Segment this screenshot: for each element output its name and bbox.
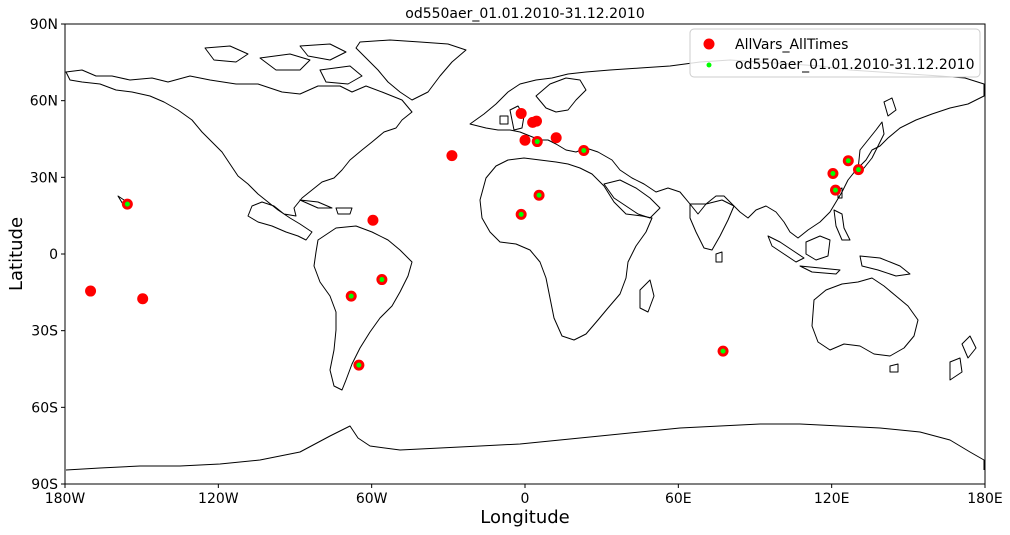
point-allvars (515, 107, 527, 119)
point-od550aer (856, 167, 861, 173)
point-od550aer (830, 171, 836, 176)
y-tick-label: 90N (30, 17, 58, 33)
point-allvars (85, 285, 97, 297)
y-axis-label: Latitude (6, 217, 27, 291)
y-tick-label: 0 (49, 247, 58, 263)
point-od550aer (534, 139, 540, 145)
point-od550aer (356, 362, 362, 368)
point-od550aer (833, 187, 838, 193)
point-od550aer (845, 158, 851, 164)
point-allvars (446, 150, 458, 162)
y-tick-label: 90S (31, 477, 58, 493)
x-tick-label: 180E (967, 491, 1003, 507)
y-tick-label: 60S (31, 400, 58, 416)
point-od550aer (581, 148, 587, 153)
x-tick-label: 180W (45, 491, 86, 507)
y-axis-ticks: 90N 60N 30N 0 30S 60S 90S (30, 17, 65, 493)
x-tick-label: 0 (521, 491, 530, 507)
point-od550aer (720, 348, 726, 354)
x-tick-label: 60E (665, 491, 692, 507)
x-axis-ticks: 180W 120W 60W 0 60E 120E 180E (45, 484, 1003, 507)
legend: AllVars_AllTimes od550aer_01.01.2010-31.… (689, 28, 981, 78)
legend-marker-allvars (703, 38, 715, 50)
legend-box (689, 28, 981, 78)
legend-marker-od550aer (706, 62, 712, 68)
coastlines (65, 39, 985, 471)
point-allvars (137, 293, 149, 305)
point-od550aer (124, 201, 130, 207)
x-tick-label: 60W (356, 491, 388, 507)
legend-label-allvars: AllVars_AllTimes (735, 37, 848, 53)
y-tick-label: 30N (30, 170, 58, 186)
point-od550aer (348, 293, 354, 299)
point-allvars (550, 132, 562, 144)
point-allvars (367, 214, 379, 226)
point-od550aer (379, 277, 385, 283)
x-tick-label: 120W (198, 491, 239, 507)
x-axis-label: Longitude (480, 507, 570, 528)
legend-label-od550aer: od550aer_01.01.2010-31.12.2010 (735, 57, 975, 73)
x-tick-label: 120E (814, 491, 850, 507)
point-od550aer (518, 211, 524, 217)
chart-title: od550aer_01.01.2010-31.12.2010 (405, 6, 645, 22)
y-tick-label: 30S (31, 324, 58, 340)
point-allvars (519, 134, 531, 146)
data-points (85, 107, 864, 371)
y-tick-label: 60N (30, 94, 58, 110)
point-allvars (531, 115, 542, 127)
axes-frame (64, 23, 986, 485)
point-od550aer (536, 192, 542, 198)
